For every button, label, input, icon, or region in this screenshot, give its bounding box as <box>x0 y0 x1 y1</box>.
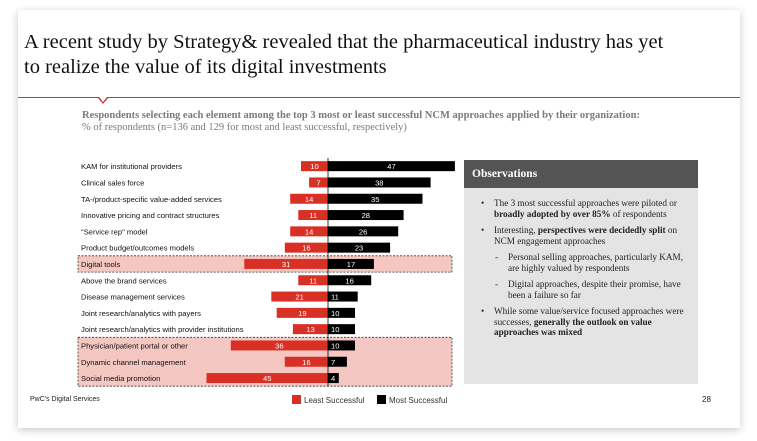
bar-most <box>328 226 399 237</box>
category-label: Clinical sales force <box>81 178 144 187</box>
data-label-least: 10 <box>310 162 318 171</box>
data-label-most: 11 <box>331 293 339 302</box>
data-label-least: 19 <box>298 309 306 318</box>
bar-least <box>298 210 328 221</box>
bar-most <box>328 340 355 351</box>
bar-least <box>276 307 328 318</box>
category-label: KAM for institutional providers <box>81 162 182 171</box>
legend-most: Most Successful <box>377 395 447 405</box>
data-label-most: 16 <box>345 276 353 285</box>
data-label-least: 14 <box>305 227 313 236</box>
bar-least <box>290 226 328 237</box>
bar-most <box>328 258 374 269</box>
legend-swatch-most <box>377 395 386 404</box>
category-label: Product budget/outcomes models <box>81 244 194 253</box>
observations-heading: Observations <box>464 160 698 188</box>
bar-most <box>328 324 355 335</box>
data-label-least: 31 <box>282 260 290 269</box>
bar-least <box>284 242 328 253</box>
bar-most <box>328 356 347 367</box>
bar-most <box>328 373 339 384</box>
data-label-most: 28 <box>362 211 370 220</box>
category-label: Disease management services <box>81 293 185 302</box>
legend-label-least: Least Successful <box>304 396 365 405</box>
category-label: "Service rep" model <box>81 227 148 236</box>
bar-most <box>328 291 358 302</box>
data-label-least: 21 <box>295 293 303 302</box>
observations-panel: Observations The 3 most successful appro… <box>464 160 698 384</box>
data-label-most: 26 <box>359 227 367 236</box>
legend-least: Least Successful <box>292 395 364 405</box>
data-label-most: 23 <box>355 244 363 253</box>
bar-most <box>328 210 404 221</box>
data-label-least: 36 <box>275 341 283 350</box>
bar-least <box>230 340 328 351</box>
bar-least <box>206 373 328 384</box>
footer-source: PwC's Digital Services <box>30 396 100 403</box>
chart-subtitle: Respondents selecting each element among… <box>82 110 642 133</box>
legend-label-most: Most Successful <box>389 396 448 405</box>
bar-most <box>328 193 423 204</box>
legend-swatch-least <box>292 395 301 404</box>
bar-least <box>301 161 328 172</box>
bar-least <box>298 275 328 286</box>
bar-most <box>328 275 372 286</box>
data-label-most: 47 <box>387 162 395 171</box>
category-label: Innovative pricing and contract structur… <box>81 211 220 220</box>
observations-list: The 3 most successful approaches were pi… <box>464 198 698 338</box>
category-label: Social media promotion <box>81 374 160 383</box>
subtitle-bold: Respondents selecting each element among… <box>82 110 640 121</box>
data-label-most: 4 <box>331 374 335 383</box>
bar-most <box>328 177 431 188</box>
subtitle-rest: % of respondents (n=136 and 129 for most… <box>82 121 407 133</box>
category-label: Above the brand services <box>81 276 167 285</box>
title-divider <box>18 97 740 98</box>
category-label: TA-/product-specific value-added service… <box>81 195 222 204</box>
category-label: Physician/patient portal or other <box>81 341 188 350</box>
bar-most <box>328 307 355 318</box>
data-label-least: 7 <box>316 178 320 187</box>
bar-least <box>244 258 328 269</box>
bar-least <box>290 193 328 204</box>
bar-least <box>292 324 328 335</box>
data-label-most: 7 <box>331 358 335 367</box>
observation-3: While some value/service focused approac… <box>478 306 690 338</box>
data-label-most: 17 <box>347 260 355 269</box>
page-number: 28 <box>702 395 711 404</box>
data-label-most: 10 <box>331 325 339 334</box>
data-label-least: 11 <box>309 276 317 285</box>
data-label-least: 16 <box>302 358 310 367</box>
data-label-least: 16 <box>302 244 310 253</box>
data-label-most: 10 <box>331 341 339 350</box>
bar-least <box>284 356 328 367</box>
data-label-least: 13 <box>306 325 314 334</box>
data-label-least: 14 <box>305 195 313 204</box>
category-label: Digital tools <box>81 260 120 269</box>
category-label: Joint research/analytics with provider i… <box>81 325 244 334</box>
data-label-most: 35 <box>371 195 379 204</box>
bar-most <box>328 242 391 253</box>
observation-2-sub-2: Digital approaches, despite their promis… <box>478 279 690 300</box>
data-label-most: 38 <box>375 178 383 187</box>
observation-1: The 3 most successful approaches were pi… <box>478 198 690 219</box>
category-label: Joint research/analytics with payers <box>81 309 201 318</box>
data-label-most: 10 <box>331 309 339 318</box>
data-label-least: 11 <box>309 211 317 220</box>
observation-2: Interesting, perspectives were decidedly… <box>478 225 690 246</box>
observation-2-sub-1: Personal selling approaches, particularl… <box>478 252 690 273</box>
slide-title: A recent study by Strategy& revealed tha… <box>24 31 664 78</box>
bar-least <box>309 177 328 188</box>
bar-least <box>271 291 328 302</box>
data-label-least: 45 <box>263 374 271 383</box>
bar-most <box>328 161 455 172</box>
category-label: Dynamic channel management <box>81 358 187 367</box>
